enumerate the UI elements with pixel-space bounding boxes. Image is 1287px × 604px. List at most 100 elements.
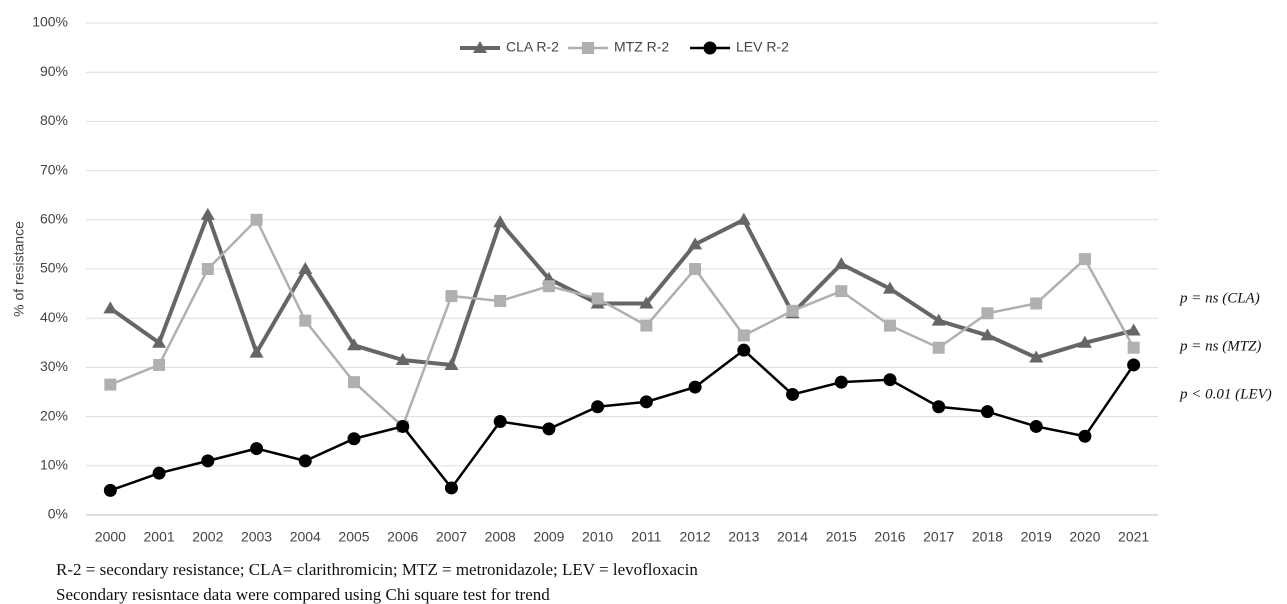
data-point [980, 405, 994, 419]
x-tick-label: 2006 [387, 529, 418, 545]
x-tick-label: 2007 [436, 529, 467, 545]
data-point [980, 328, 995, 341]
x-tick-label: 2018 [972, 529, 1003, 545]
data-point [201, 454, 215, 468]
x-tick-label: 2001 [144, 529, 175, 545]
x-tick-label: 2019 [1021, 529, 1052, 545]
data-point [883, 373, 897, 387]
data-point [981, 307, 994, 320]
x-tick-label: 2011 [631, 529, 661, 545]
data-point [493, 215, 508, 228]
x-tick-label: 2010 [582, 529, 613, 545]
x-tick-label: 2000 [95, 529, 126, 545]
data-point [1029, 350, 1044, 363]
x-tick-label: 2020 [1069, 529, 1100, 545]
data-point [1126, 323, 1141, 336]
data-point [493, 415, 507, 429]
data-point [1029, 419, 1043, 433]
data-point [931, 313, 946, 326]
x-tick-label: 2021 [1118, 529, 1149, 545]
y-tick-label: 30% [40, 358, 68, 374]
data-point [639, 296, 654, 309]
data-point [347, 432, 361, 446]
data-point [932, 341, 945, 354]
data-point [591, 292, 604, 305]
data-point [153, 358, 166, 371]
y-tick-label: 70% [40, 161, 68, 177]
data-point [104, 378, 117, 391]
legend-label: MTZ R-2 [614, 39, 669, 55]
data-point [640, 319, 653, 332]
data-point [883, 281, 897, 294]
legend-marker [582, 42, 594, 54]
legend-marker [703, 41, 717, 55]
data-point [298, 454, 312, 468]
data-point [932, 400, 946, 414]
data-point [200, 207, 215, 220]
data-point [884, 319, 896, 332]
data-point [348, 376, 360, 389]
data-point [542, 422, 556, 436]
data-point [1127, 341, 1140, 354]
data-point [494, 294, 507, 307]
data-point [786, 304, 799, 317]
data-point [688, 237, 703, 250]
y-tick-label: 20% [40, 407, 68, 423]
x-tick-label: 2012 [680, 529, 711, 545]
legend-marker [473, 41, 487, 53]
data-point [737, 343, 751, 357]
data-point [250, 213, 263, 226]
data-point [737, 329, 750, 342]
y-tick-label: 60% [40, 211, 68, 227]
data-point [298, 262, 313, 274]
data-point [1127, 358, 1141, 372]
legend-label: CLA R-2 [506, 39, 559, 55]
annotation: p = ns (CLA) [1179, 290, 1260, 306]
data-point [347, 338, 361, 351]
data-point [395, 353, 410, 366]
x-tick-label: 2005 [338, 529, 369, 545]
data-point [835, 285, 848, 298]
x-tick-label: 2016 [874, 529, 905, 545]
footnote: R-2 = secondary resistance; CLA= clarith… [56, 560, 698, 579]
y-tick-label: 50% [40, 260, 68, 276]
data-point [444, 357, 459, 370]
series-line [109, 209, 1135, 368]
data-point [786, 387, 800, 401]
data-point [445, 290, 458, 303]
x-tick-label: 2002 [192, 529, 223, 545]
x-tick-label: 2017 [923, 529, 954, 545]
data-point [444, 481, 458, 495]
data-point [689, 263, 702, 275]
annotation: p = ns (MTZ) [1179, 338, 1261, 354]
data-point [1077, 335, 1092, 348]
annotation: p < 0.01 (LEV) [1179, 386, 1272, 402]
footnote: Secondary resisntace data were compared … [56, 585, 550, 604]
data-point [834, 257, 849, 270]
data-point [591, 400, 605, 414]
data-point [103, 301, 118, 314]
x-tick-label: 2008 [485, 529, 516, 545]
x-tick-label: 2015 [826, 529, 857, 545]
data-point [152, 466, 166, 480]
data-point [688, 380, 702, 394]
y-tick-label: 100% [32, 14, 68, 30]
x-tick-label: 2014 [777, 529, 808, 545]
data-point [1078, 253, 1091, 266]
data-point [201, 263, 214, 275]
y-tick-label: 0% [48, 506, 68, 522]
legend-label: LEV R-2 [736, 39, 789, 55]
x-tick-label: 2003 [241, 529, 272, 545]
data-point [249, 345, 264, 358]
x-tick-label: 2004 [290, 529, 321, 545]
data-point [639, 395, 653, 409]
series-line [109, 348, 1135, 492]
y-tick-label: 10% [40, 457, 68, 473]
y-tick-label: 90% [40, 63, 68, 79]
data-point [299, 314, 312, 327]
y-tick-label: 40% [40, 309, 68, 325]
y-tick-label: 80% [40, 112, 68, 128]
data-point [736, 212, 751, 225]
data-point [542, 280, 555, 293]
